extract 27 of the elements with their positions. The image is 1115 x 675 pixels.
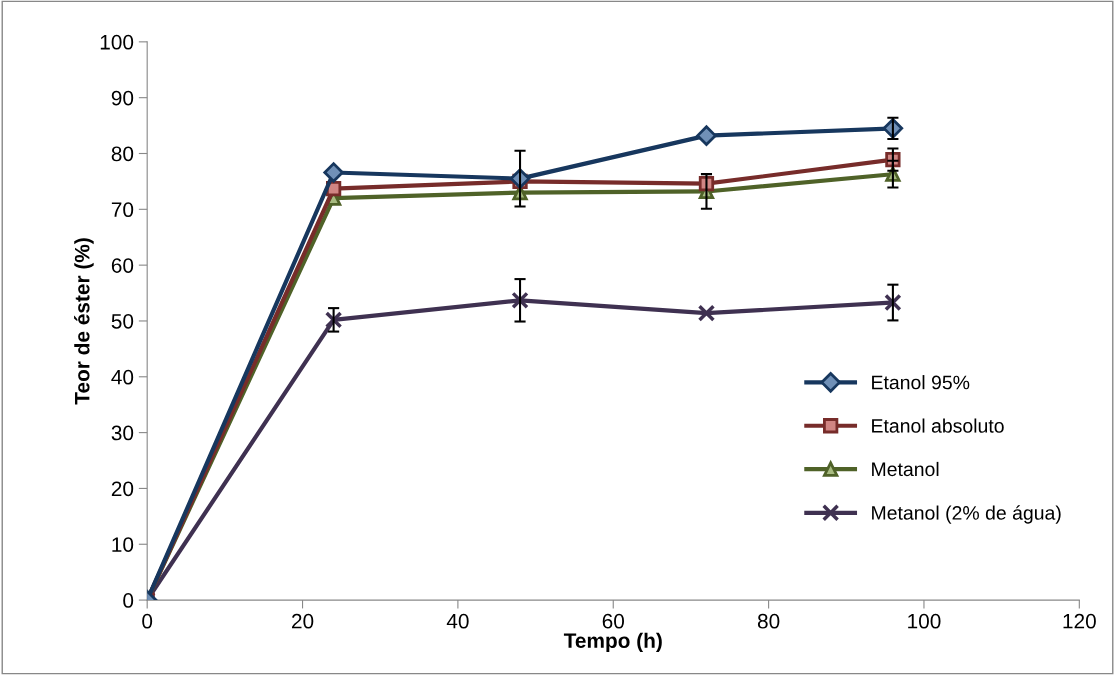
y-tick-label: 10 — [112, 537, 134, 553]
x-tick-label: 120 — [1063, 613, 1096, 629]
y-tick-label: 60 — [111, 258, 134, 273]
x-tick-label: 40 — [446, 613, 469, 629]
x-tick-label: 80 — [757, 613, 780, 629]
legend-label: Etanol absoluto — [872, 418, 1004, 433]
legend-label: Metanol (2% de água) — [872, 505, 1061, 524]
y-tick-label: 100 — [100, 34, 134, 50]
legend-label: Etanol 95% — [872, 375, 970, 390]
x-tick-label: 20 — [292, 613, 314, 629]
point — [696, 125, 717, 146]
y-tick-label: 90 — [111, 90, 134, 106]
y-axis-title: Teor de éster (%) — [74, 238, 94, 405]
point — [697, 304, 716, 322]
y-tick-label: 50 — [111, 313, 134, 329]
y-tick-label: 40 — [111, 369, 134, 385]
y-tick-label: 20 — [111, 481, 134, 497]
x-tick-label: 0 — [142, 613, 153, 629]
y-tick-label: 80 — [111, 146, 134, 162]
x-tick-label: 100 — [908, 613, 941, 629]
legend-label: Metanol — [872, 461, 939, 477]
y-tick-label: 0 — [123, 593, 134, 608]
x-tick-label: 60 — [602, 613, 625, 629]
x-axis-title: Tempo (h) — [563, 632, 662, 653]
y-tick-label: 30 — [111, 425, 134, 441]
point — [323, 162, 344, 183]
y-tick-label: 70 — [111, 202, 134, 218]
